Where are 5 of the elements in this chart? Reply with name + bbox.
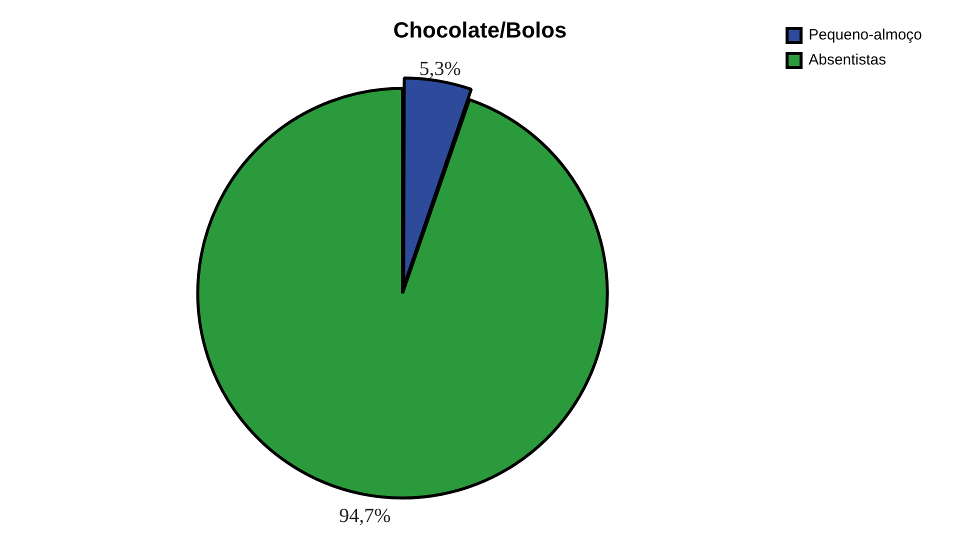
legend-label: Absentistas [808,52,886,69]
data-label: 94,7% [339,505,391,528]
chart-title: Chocolate/Bolos [393,17,567,42]
data-label: 5,3% [419,58,461,80]
legend-label: Pequeno-almoço [808,26,922,44]
